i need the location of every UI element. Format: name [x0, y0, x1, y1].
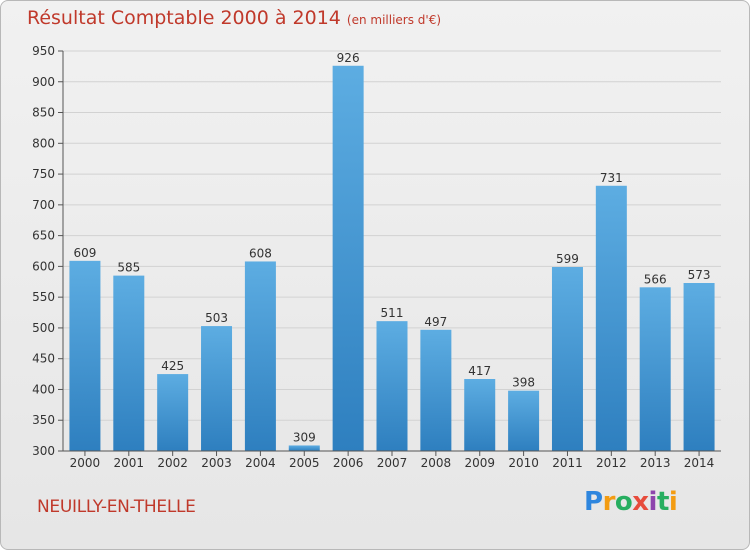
y-tick-label: 550: [32, 290, 55, 304]
y-axis-ticks: 300 350 400 450 500 550 600 650 700 750 800 850 900 9…: [32, 44, 63, 458]
x-tick-label: 2011: [552, 456, 583, 470]
x-tick-label: 2007: [377, 456, 408, 470]
bar: [420, 329, 452, 451]
x-tick-label: 2003: [201, 456, 232, 470]
logo-letter: i: [648, 487, 658, 517]
x-tick-label: 2012: [596, 456, 627, 470]
logo-letter: i: [668, 487, 678, 517]
x-tick-label: 2004: [245, 456, 276, 470]
x-tick-label: 2010: [508, 456, 539, 470]
data-label: 503: [205, 311, 228, 325]
data-label: 608: [249, 246, 272, 260]
data-label: 398: [512, 376, 535, 390]
data-label: 731: [600, 171, 623, 185]
x-tick-label: 2002: [157, 456, 188, 470]
bar: [376, 321, 408, 451]
bar: [332, 65, 364, 452]
data-label: 417: [468, 364, 491, 378]
y-tick-label: 650: [32, 229, 55, 243]
bar: [639, 287, 671, 451]
x-tick-label: 2013: [640, 456, 671, 470]
y-tick-label: 900: [32, 75, 55, 89]
bar: [551, 267, 583, 451]
chart-title-text: Résultat Comptable 2000 à 2014: [27, 7, 341, 29]
y-tick-label: 400: [32, 382, 55, 396]
y-tick-label: 950: [32, 44, 55, 58]
data-label: 566: [644, 272, 667, 286]
logo-letter: t: [656, 487, 669, 517]
bar: [244, 261, 276, 451]
data-label: 573: [688, 268, 711, 282]
logo-letter: o: [614, 487, 633, 517]
y-tick-label: 300: [32, 444, 55, 458]
data-label: 511: [381, 306, 404, 320]
chart-title: Résultat Comptable 2000 à 2014 (en millie…: [27, 7, 441, 29]
y-tick-label: 350: [32, 413, 55, 427]
bar: [157, 374, 189, 451]
bar: [508, 390, 540, 451]
data-label: 599: [556, 252, 579, 266]
y-tick-label: 850: [32, 106, 55, 120]
bar: [595, 185, 627, 451]
data-label: 309: [293, 430, 316, 444]
logo-letter: x: [632, 487, 649, 517]
data-labels: 609 585 425 503 608 309 926 511 497 417 398 599 731 5…: [73, 51, 710, 445]
x-tick-label: 2008: [421, 456, 452, 470]
axes: [62, 51, 721, 452]
bar: [69, 260, 101, 451]
bars: [69, 65, 715, 452]
chart-subtitle: (en milliers d'€): [346, 13, 442, 27]
x-tick-label: 2005: [289, 456, 320, 470]
x-tick-label: 2006: [333, 456, 364, 470]
data-label: 609: [73, 246, 96, 260]
proxiti-logo: Proxiti: [584, 487, 678, 517]
x-tick-label: 2001: [114, 456, 145, 470]
bar: [113, 275, 145, 451]
bar: [464, 379, 496, 451]
x-tick-label: 2000: [70, 456, 101, 470]
data-label: 585: [117, 261, 140, 275]
data-label: 497: [424, 315, 447, 329]
commune-name: NEUILLY-EN-THELLE: [37, 497, 196, 517]
y-tick-label: 700: [32, 198, 55, 212]
x-axis-ticks: 2000 2001 2002 2003 2004 2005 2006 2007 2008 2009…: [70, 451, 715, 470]
y-tick-label: 500: [32, 321, 55, 335]
y-tick-label: 750: [32, 167, 55, 181]
bar: [288, 445, 320, 451]
logo-letter: r: [602, 487, 616, 517]
bar: [201, 326, 233, 451]
data-label: 926: [337, 51, 360, 65]
x-tick-label: 2014: [684, 456, 715, 470]
logo-letter: P: [584, 487, 603, 517]
x-tick-label: 2009: [464, 456, 495, 470]
bar: [683, 283, 715, 451]
y-tick-label: 800: [32, 136, 55, 150]
y-tick-label: 600: [32, 259, 55, 273]
y-tick-label: 450: [32, 352, 55, 366]
data-label: 425: [161, 359, 184, 373]
